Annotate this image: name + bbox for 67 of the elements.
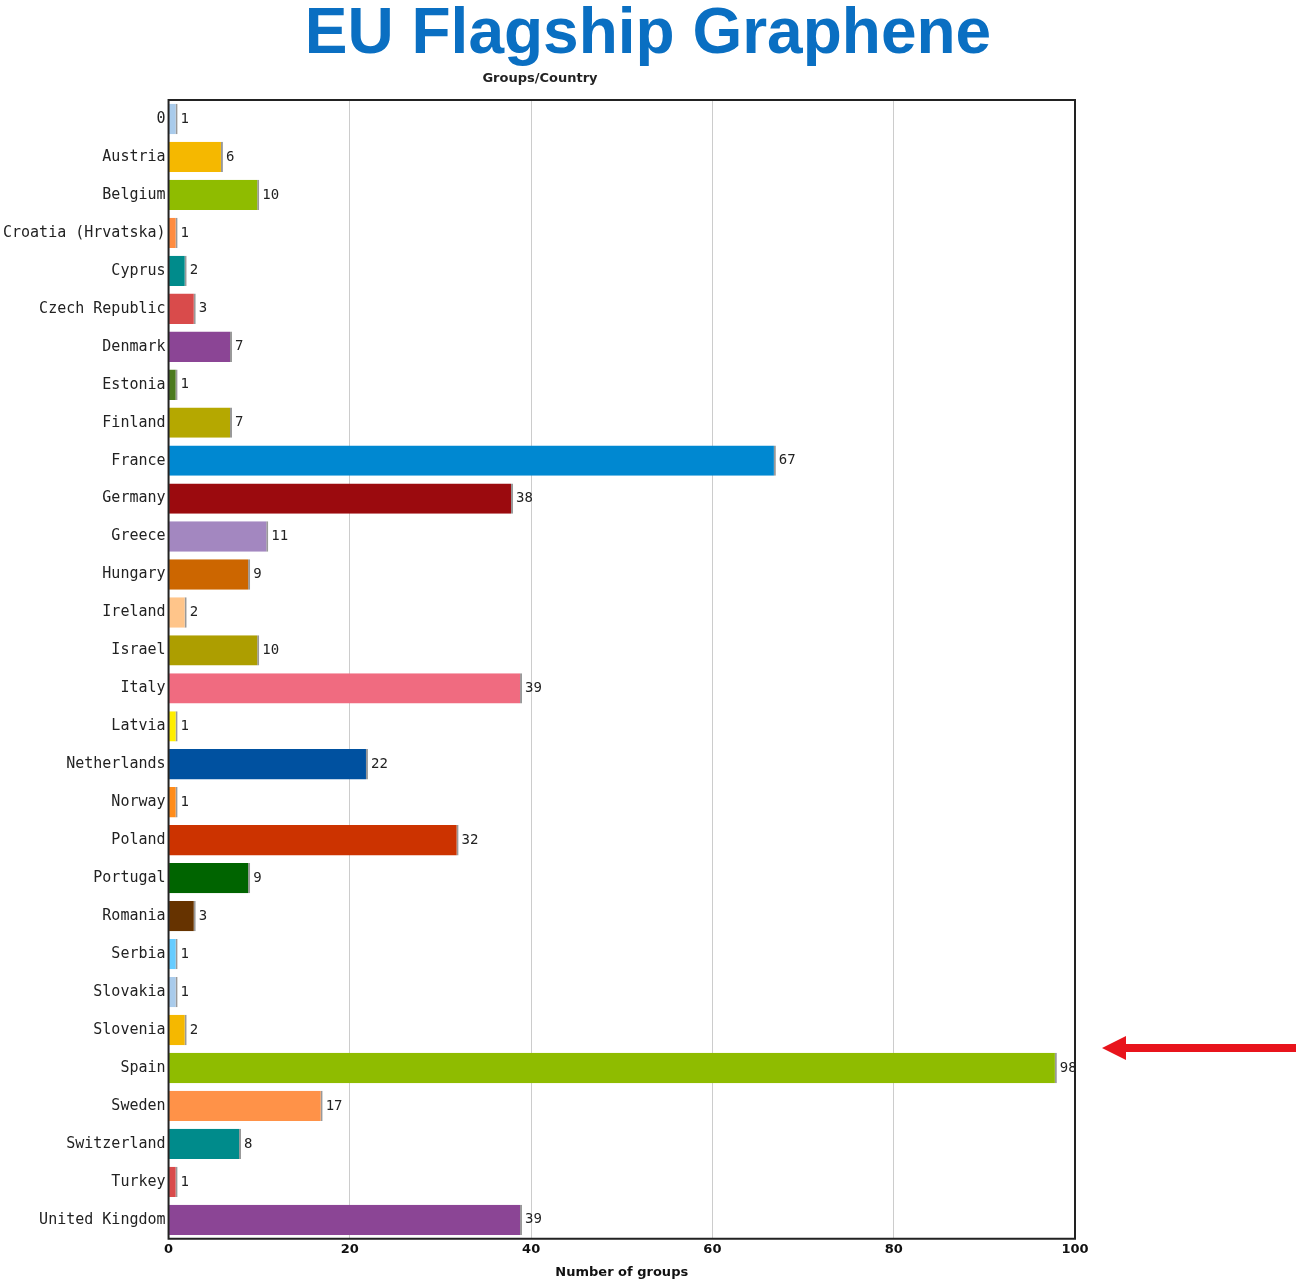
y-tick-label: Italy xyxy=(120,678,166,697)
data-label: 17 xyxy=(325,1096,343,1113)
y-tick-label: Finland xyxy=(102,412,166,431)
y-tick-label: Switzerland xyxy=(66,1133,166,1152)
data-label: 1 xyxy=(180,716,190,733)
y-tick-label: Estonia xyxy=(102,374,166,393)
data-label: 3 xyxy=(198,299,208,316)
data-label: 1 xyxy=(180,109,190,126)
data-label: 1 xyxy=(180,944,190,961)
x-tick-label: 20 xyxy=(340,1240,359,1256)
x-tick-label: 60 xyxy=(703,1240,722,1256)
y-tick-label: Slovakia xyxy=(93,981,166,1000)
data-label: 38 xyxy=(516,489,533,506)
chart-subtitle: Groups/Country xyxy=(481,70,599,85)
y-tick-label: Serbia xyxy=(111,943,166,962)
data-label: 1 xyxy=(180,375,190,392)
y-tick-label: Belgium xyxy=(102,184,166,203)
y-tick-label: Netherlands xyxy=(66,754,166,773)
data-label: 2 xyxy=(189,1020,199,1037)
data-label: 2 xyxy=(189,603,199,620)
data-label: 7 xyxy=(235,337,244,354)
data-label: 1 xyxy=(180,223,190,240)
data-label: 3 xyxy=(198,906,208,923)
y-tick-label: Slovenia xyxy=(93,1019,166,1038)
data-label: 67 xyxy=(778,451,796,468)
data-label: 7 xyxy=(235,413,244,430)
y-tick-label: Israel xyxy=(111,640,166,659)
data-label: 39 xyxy=(525,1210,542,1227)
y-tick-label: Turkey xyxy=(111,1171,166,1190)
data-label: 1 xyxy=(180,792,190,809)
y-tick-label: Hungary xyxy=(102,564,166,583)
y-tick-label: Latvia xyxy=(111,716,166,735)
y-tick-label: Germany xyxy=(102,488,166,507)
y-tick-label: Poland xyxy=(111,830,166,849)
y-tick-label: Cyprus xyxy=(111,260,166,279)
data-label: 32 xyxy=(461,830,479,847)
y-tick-label: Croatia (Hrvatska) xyxy=(2,222,166,241)
y-tick-label: Romania xyxy=(102,906,166,925)
y-tick-label: Portugal xyxy=(93,868,166,887)
y-tick-label: Sweden xyxy=(111,1095,166,1114)
y-tick-label: 0 xyxy=(156,108,166,127)
y-tick-label: Spain xyxy=(120,1057,166,1076)
data-label: 39 xyxy=(525,679,542,696)
data-label: 8 xyxy=(244,1134,253,1151)
y-tick-label: Greece xyxy=(111,526,166,545)
x-axis-title: Number of groups xyxy=(555,1263,689,1279)
data-label: 1 xyxy=(180,1172,190,1189)
chart-title: EU Flagship Graphene xyxy=(303,0,993,68)
y-tick-label: Austria xyxy=(102,146,166,165)
y-tick-label: France xyxy=(111,450,166,469)
y-tick-label: United Kingdom xyxy=(39,1209,166,1228)
data-label: 2 xyxy=(189,261,199,278)
data-label: 1 xyxy=(180,982,190,999)
data-label: 22 xyxy=(370,754,388,771)
x-tick-label: 40 xyxy=(522,1240,541,1256)
data-label: 9 xyxy=(253,565,262,582)
data-label: 10 xyxy=(262,641,280,658)
x-tick-label: 80 xyxy=(884,1240,903,1256)
y-tick-label: Norway xyxy=(111,792,166,811)
y-tick-label: Ireland xyxy=(102,602,166,621)
data-label: 6 xyxy=(225,147,235,164)
data-label: 9 xyxy=(253,868,262,885)
data-label: 10 xyxy=(262,185,280,202)
y-tick-label: Czech Republic xyxy=(39,298,166,317)
y-tick-label: Denmark xyxy=(102,336,166,355)
data-label: 11 xyxy=(271,527,289,544)
x-tick-label: 100 xyxy=(1061,1240,1089,1256)
